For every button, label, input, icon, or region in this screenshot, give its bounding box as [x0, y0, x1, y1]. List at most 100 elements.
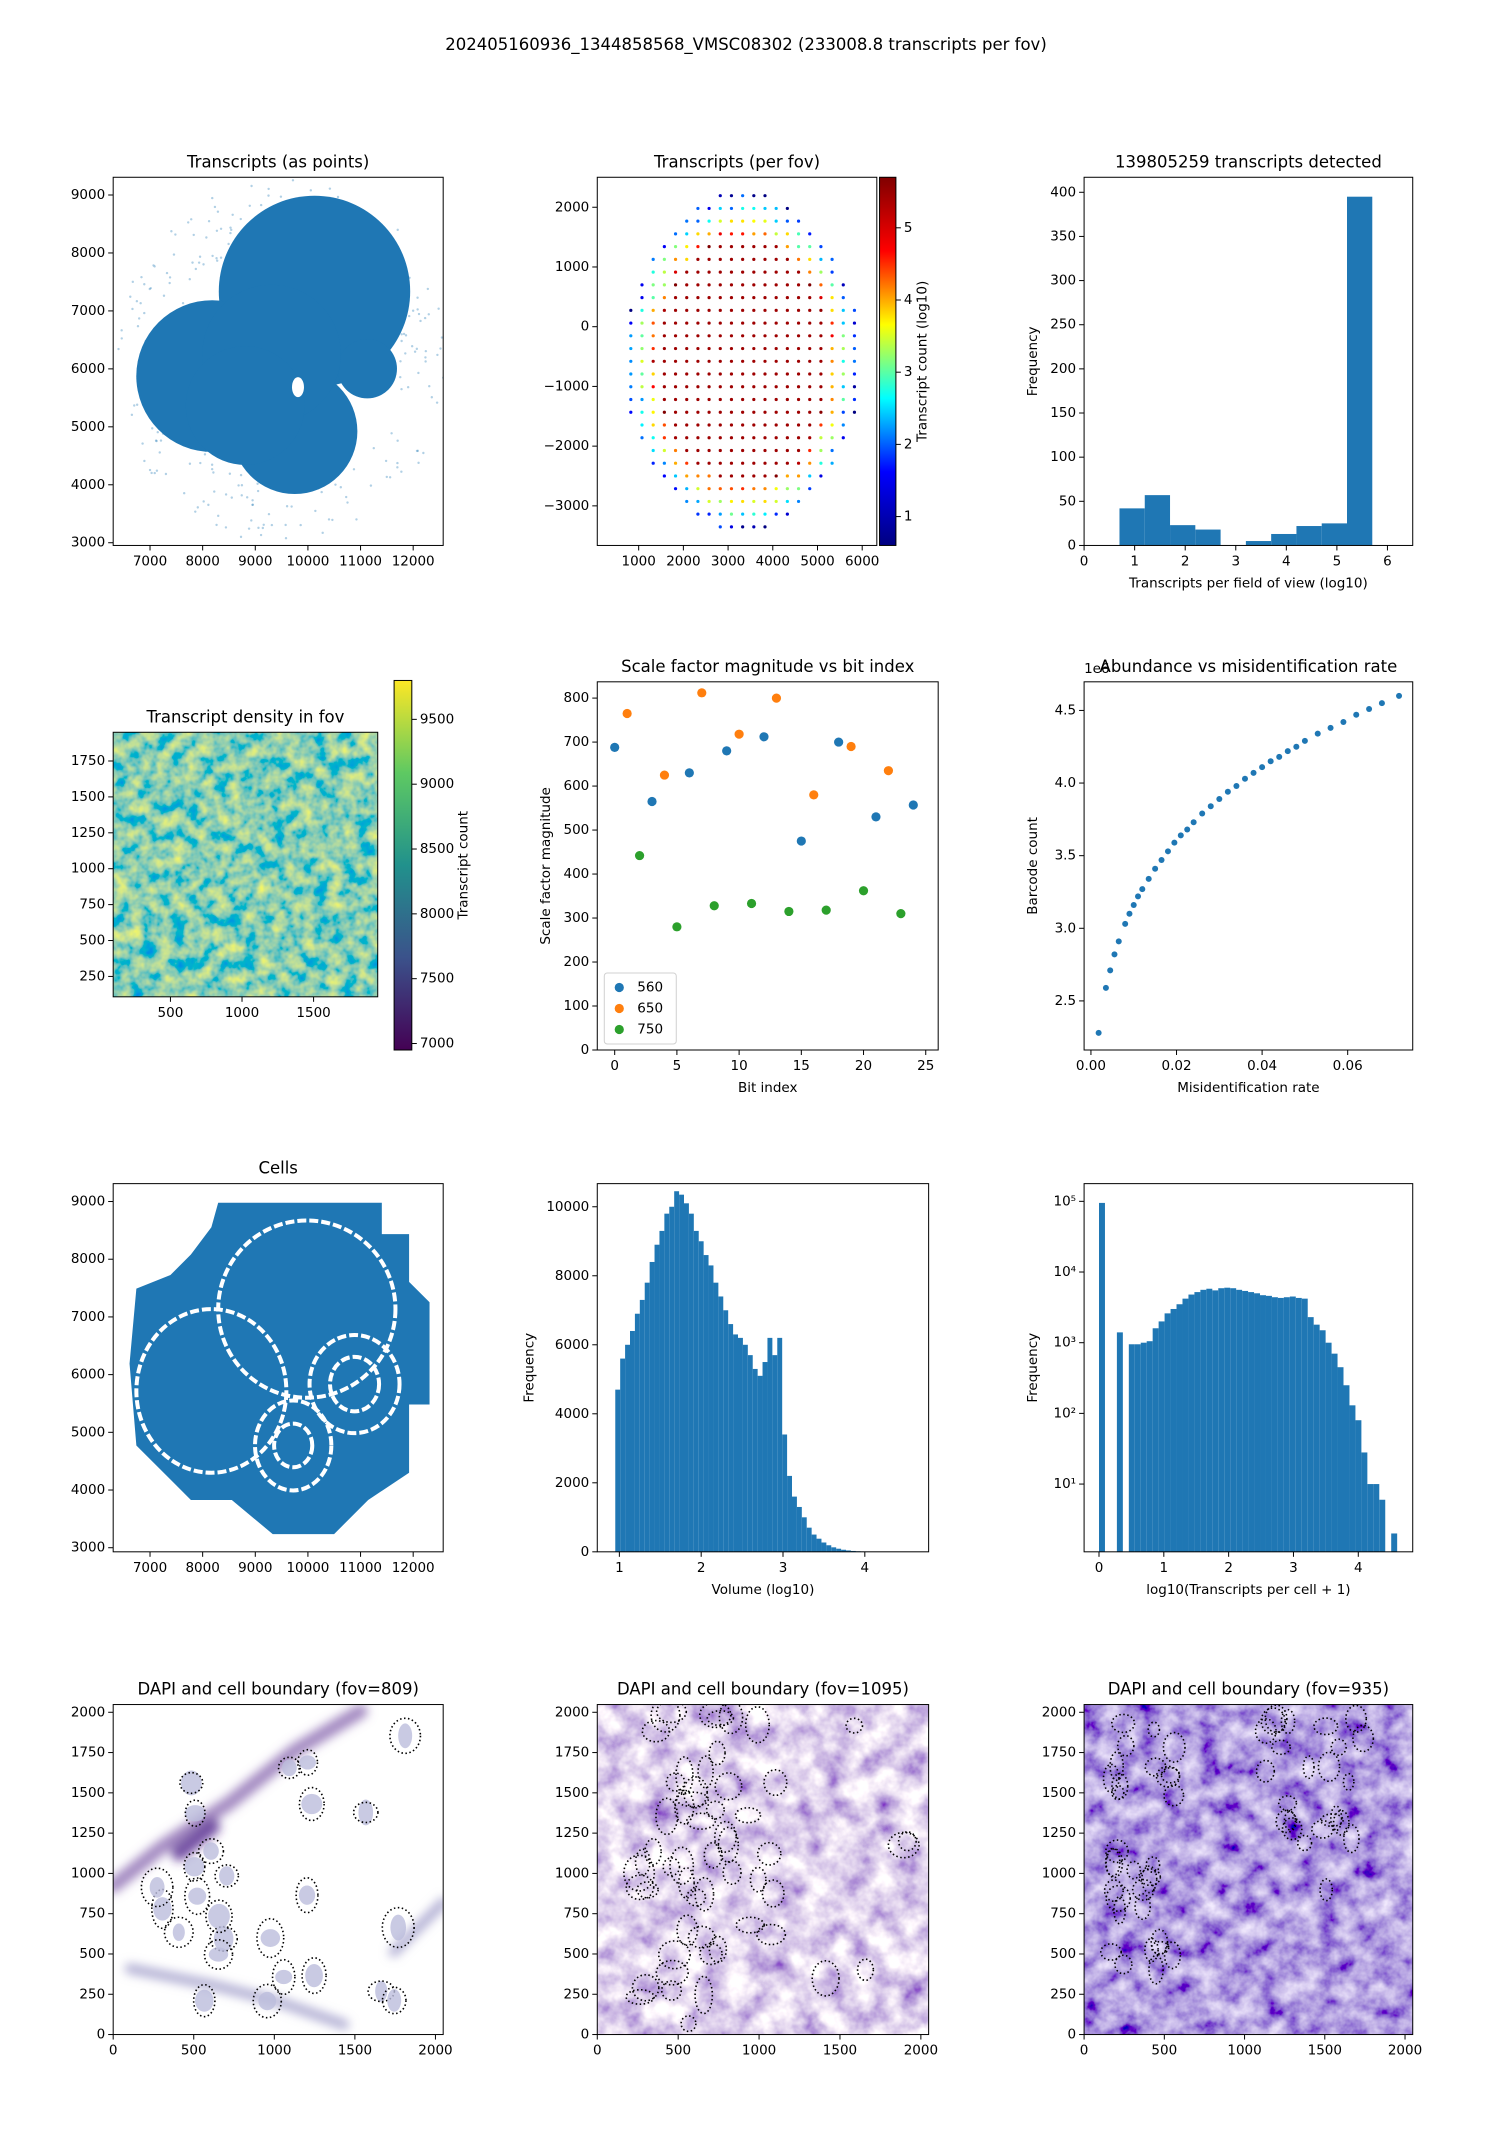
fov-point — [785, 397, 789, 402]
colorbar-tick-label: 5 — [904, 220, 913, 236]
fov-point — [707, 474, 711, 478]
axes-frame — [596, 1704, 930, 2036]
fov-point — [685, 308, 689, 312]
fov-point — [662, 245, 666, 249]
fov-point — [752, 219, 756, 223]
fov-point — [741, 308, 745, 312]
fov-point — [785, 410, 789, 414]
fov-point — [685, 487, 689, 491]
y-tick-label: 8000 — [71, 245, 105, 261]
fov-point — [808, 270, 812, 274]
fov-point — [830, 397, 834, 402]
fov-point — [662, 372, 666, 376]
sparse-point — [217, 514, 220, 518]
fov-point — [718, 346, 722, 351]
cell-boundary — [140, 1867, 174, 1908]
fov-point — [662, 385, 666, 389]
cell-boundary — [214, 1864, 240, 1888]
cell-boundary — [203, 1938, 234, 1970]
sparse-point — [203, 453, 207, 456]
cell-boundary — [183, 1851, 206, 1882]
fov-point — [741, 474, 745, 478]
fov-point — [640, 385, 644, 389]
x-tick-label: 12000 — [392, 553, 435, 569]
fov-point — [808, 257, 812, 261]
point — [659, 770, 670, 780]
sparse-point — [131, 307, 134, 311]
fov-point — [718, 499, 722, 504]
axes-frame — [1083, 1183, 1414, 1553]
sparse-point — [355, 518, 358, 521]
x-tick-label: 20 — [855, 1058, 872, 1074]
y-tick-label: 0 — [1067, 537, 1076, 553]
fov-point — [696, 474, 700, 478]
fov-point — [662, 334, 666, 338]
fov-point — [763, 474, 767, 478]
fov-point — [774, 283, 778, 287]
bar — [1194, 1292, 1201, 1552]
nucleus — [275, 1969, 293, 1985]
nucleus — [184, 1805, 206, 1822]
cell-boundary — [887, 1831, 920, 1859]
sparse-point — [262, 523, 265, 526]
fov-point — [729, 487, 734, 491]
panel-title: Transcripts (per fov) — [653, 152, 820, 171]
point — [1284, 748, 1291, 755]
point — [1216, 796, 1223, 803]
cell-boundary — [655, 1959, 689, 1986]
fov-point — [785, 206, 789, 211]
sparse-point — [267, 512, 271, 516]
bar — [841, 1549, 846, 1552]
fov-point — [640, 372, 644, 376]
fov-point — [796, 245, 801, 249]
fov-point — [651, 359, 655, 363]
fov-point — [685, 232, 689, 236]
fov-point — [718, 423, 722, 427]
colorbar-tick-label: 2 — [904, 436, 913, 452]
fov-point — [796, 372, 801, 376]
fov-point — [651, 295, 655, 300]
fov-point — [741, 385, 745, 389]
fov-point — [673, 283, 678, 287]
fov-point — [662, 474, 666, 478]
bar — [1195, 529, 1221, 546]
fov-point — [662, 423, 666, 427]
cell-boundary — [205, 1899, 233, 1934]
fov-point — [729, 194, 734, 198]
point — [1366, 705, 1373, 712]
fov-point — [729, 448, 734, 453]
sparse-point — [406, 386, 410, 389]
y-tick-label: 4000 — [71, 477, 105, 493]
fov-point — [696, 512, 700, 516]
cell-boundary — [734, 1806, 762, 1824]
plot-area — [113, 732, 378, 997]
bar — [1098, 1202, 1105, 1552]
y-tick-label: 200 — [563, 954, 589, 970]
panel-title: DAPI and cell boundary (fov=1095) — [617, 1680, 909, 1699]
axes-frame — [112, 1704, 444, 2036]
sparse-point — [413, 350, 417, 353]
y-tick-label: 1500 — [71, 789, 105, 805]
point — [771, 693, 782, 703]
fov-point — [763, 283, 767, 287]
sparse-point — [251, 503, 255, 506]
fov-point — [640, 423, 644, 427]
cell-boundary — [151, 1888, 174, 1930]
bar — [836, 1548, 842, 1552]
sparse-point — [158, 451, 161, 454]
y-tick-label: 750 — [79, 897, 105, 913]
sparse-point — [187, 221, 190, 224]
fov-point — [752, 499, 756, 504]
fov-point — [729, 512, 734, 516]
sparse-point — [117, 347, 120, 351]
point — [1102, 984, 1109, 991]
fov-point — [673, 423, 678, 427]
plot-area — [610, 688, 918, 932]
fov-point — [785, 499, 789, 504]
bar — [811, 1534, 817, 1552]
y-tick-label: 1750 — [1042, 1745, 1076, 1761]
cell-boundary — [1271, 1739, 1292, 1756]
sparse-point — [153, 265, 156, 268]
cell-boundary — [722, 1860, 742, 1886]
bar — [723, 1310, 729, 1552]
